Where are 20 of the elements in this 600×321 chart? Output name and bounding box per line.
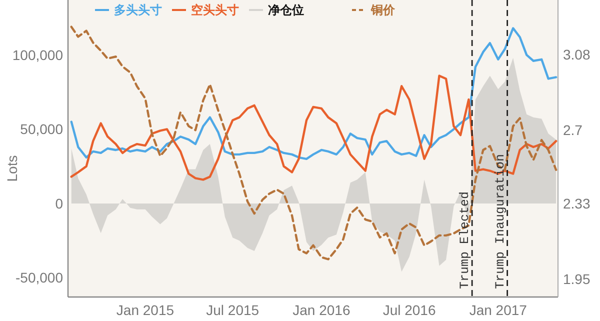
y2-tick-label: 3.08 [563,46,590,63]
x-tick-label: Jul 2016 [382,302,436,318]
y2-tick-label: 1.95 [563,271,590,288]
y2-tick-label: 2.7 [563,122,583,138]
y-axis-title: Lots [4,155,20,182]
x-tick-label: Jul 2015 [206,302,260,318]
y-tick-label: -50,000 [16,270,64,286]
legend-label: 净仓位 [268,3,304,17]
ref-line-label: Trump Elected [458,191,472,289]
x-tick-label: Jan 2017 [469,302,528,318]
y2-tick-label: 2.33 [563,196,590,212]
y-tick-label: 100,000 [12,46,64,63]
legend-label: 多头头寸 [114,3,162,17]
y-tick-label: 0 [55,195,64,212]
legend-label: 空头头寸 [191,3,239,17]
x-tick-label: Jan 2015 [116,302,174,318]
ref-line-label: Trump Inauguration [493,154,508,289]
legend-label: 铜价 [370,3,396,17]
x-tick-label: Jan 2016 [292,302,350,318]
y-tick-label: 50,000 [20,121,64,138]
